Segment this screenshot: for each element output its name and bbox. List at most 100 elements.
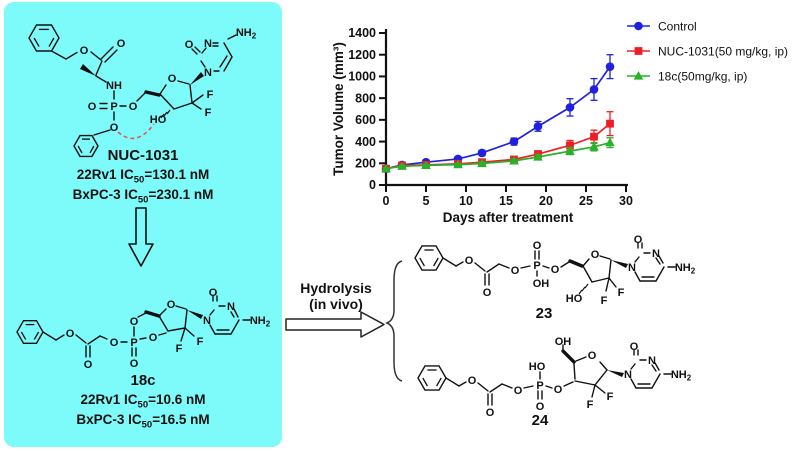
ic50-value: =16.5 nM bbox=[152, 412, 210, 427]
svg-text:O: O bbox=[483, 287, 492, 299]
svg-text:OH: OH bbox=[533, 278, 550, 290]
y-tick-label: 1200 bbox=[348, 48, 376, 62]
x-axis-title: Days after treatment bbox=[443, 210, 574, 225]
ic50-sub: 50 bbox=[133, 174, 145, 186]
series-18c-50mg-kg-ip- bbox=[381, 137, 615, 173]
x-tick-label: 20 bbox=[539, 194, 553, 208]
hydrolysis-label: Hydrolysis (in vivo) bbox=[286, 280, 386, 312]
nuc-1031-ic50-bxpc3: BxPC-3 IC50=230.1 nM bbox=[4, 187, 282, 206]
svg-text:O: O bbox=[130, 316, 139, 328]
y-tick-label: 800 bbox=[355, 91, 376, 105]
y-tick-label: 400 bbox=[355, 135, 376, 149]
svg-text:F: F bbox=[205, 107, 212, 119]
svg-text:OH: OH bbox=[555, 336, 572, 348]
svg-text:F: F bbox=[587, 399, 594, 411]
svg-text:O: O bbox=[88, 101, 97, 113]
svg-text:O: O bbox=[168, 73, 177, 85]
ic50-text: BxPC-3 IC bbox=[72, 187, 138, 202]
svg-text:P: P bbox=[533, 260, 540, 272]
hydrolysis-arrow-icon bbox=[285, 311, 385, 338]
svg-text:O: O bbox=[588, 350, 597, 362]
svg-text:O: O bbox=[486, 407, 495, 419]
y-tick-label: 200 bbox=[355, 156, 376, 170]
svg-text:O: O bbox=[167, 299, 176, 311]
compound-23-label: 23 bbox=[535, 305, 553, 322]
series-control bbox=[381, 54, 615, 174]
svg-text:O: O bbox=[185, 39, 194, 51]
svg-text:O: O bbox=[514, 385, 523, 397]
svg-text:N: N bbox=[648, 355, 656, 367]
cyan-panel bbox=[4, 2, 282, 447]
svg-text:F: F bbox=[601, 295, 608, 307]
legend-item-3: 18c(50mg/kg, ip) bbox=[627, 69, 747, 83]
svg-text:F: F bbox=[618, 287, 625, 299]
nuc-1031-name: NUC-1031 bbox=[107, 147, 179, 164]
svg-text:N: N bbox=[652, 248, 660, 260]
x-tick-label: 15 bbox=[499, 194, 513, 208]
svg-text:NH2: NH2 bbox=[671, 369, 692, 383]
ic50-text: 22Rv1 IC bbox=[80, 392, 138, 407]
svg-text:NH2: NH2 bbox=[250, 315, 271, 329]
svg-text:O: O bbox=[551, 264, 560, 276]
ic50-value: =10.6 nM bbox=[148, 392, 206, 407]
x-tick-label: 25 bbox=[579, 194, 593, 208]
svg-text:O: O bbox=[66, 328, 75, 340]
ic50-value: =230.1 nM bbox=[148, 187, 214, 202]
svg-text:O: O bbox=[630, 341, 639, 353]
compound-24-label: 24 bbox=[531, 412, 549, 429]
ic50-sub: 50 bbox=[137, 194, 149, 206]
svg-text:HO: HO bbox=[150, 114, 167, 126]
svg-text:O: O bbox=[80, 45, 89, 57]
legend-item-2: NUC-1031(50 mg/kg, ip) bbox=[627, 44, 788, 58]
brace-icon bbox=[385, 260, 403, 382]
svg-text:O: O bbox=[634, 234, 643, 246]
y-tick-label: 1400 bbox=[348, 26, 376, 40]
svg-text:P: P bbox=[110, 101, 117, 113]
svg-text:O: O bbox=[511, 265, 520, 277]
nuc-1031-ic50-22rv1: 22Rv1 IC50=130.1 nM bbox=[4, 167, 282, 186]
svg-text:N: N bbox=[204, 38, 212, 50]
ic50-sub: 50 bbox=[137, 399, 149, 411]
svg-text:O: O bbox=[536, 401, 545, 413]
legend-label: NUC-1031(50 mg/kg, ip) bbox=[658, 44, 788, 58]
svg-text:N: N bbox=[628, 262, 636, 274]
svg-text:N: N bbox=[624, 369, 632, 381]
svg-text:O: O bbox=[130, 358, 139, 370]
x-tick-label: 5 bbox=[423, 194, 430, 208]
svg-text:N: N bbox=[227, 301, 235, 313]
svg-text:O: O bbox=[110, 337, 119, 349]
18c-ic50-22rv1: 22Rv1 IC50=10.6 nM bbox=[4, 392, 282, 411]
y-tick-label: 0 bbox=[369, 178, 376, 192]
svg-text:O: O bbox=[129, 101, 138, 113]
chart-plot: 0 5 10 15 20 25 30 0 200 400 600 800 1000 1200 1400 Day… bbox=[331, 26, 633, 225]
compound-18c-name: 18c bbox=[130, 372, 156, 389]
svg-text:HO: HO bbox=[529, 361, 546, 373]
svg-text:O: O bbox=[149, 332, 158, 344]
svg-text:O: O bbox=[591, 249, 600, 261]
svg-text:O: O bbox=[465, 255, 474, 267]
svg-text:O: O bbox=[533, 240, 542, 252]
ic50-sub: 50 bbox=[141, 419, 153, 431]
y-axis-title: Tumor Volume (mm³) bbox=[331, 42, 346, 176]
ic50-text: 22Rv1 IC bbox=[76, 167, 134, 182]
svg-text:NH2: NH2 bbox=[236, 27, 257, 41]
svg-text:NH2: NH2 bbox=[675, 262, 696, 276]
hydrolysis-label-line1: Hydrolysis bbox=[300, 280, 372, 296]
svg-text:O: O bbox=[84, 359, 93, 371]
svg-text:O: O bbox=[110, 122, 119, 134]
svg-text:O: O bbox=[117, 38, 126, 50]
ic50-text: BxPC-3 IC bbox=[76, 412, 142, 427]
svg-text:O: O bbox=[209, 287, 218, 299]
svg-text:P: P bbox=[536, 380, 543, 392]
svg-text:NH: NH bbox=[106, 80, 122, 92]
svg-text:HO: HO bbox=[566, 293, 583, 305]
ic50-value: =130.1 nM bbox=[144, 167, 210, 182]
x-tick-label: 10 bbox=[459, 194, 473, 208]
x-tick-label: 30 bbox=[619, 194, 633, 208]
svg-text:O: O bbox=[468, 375, 477, 387]
